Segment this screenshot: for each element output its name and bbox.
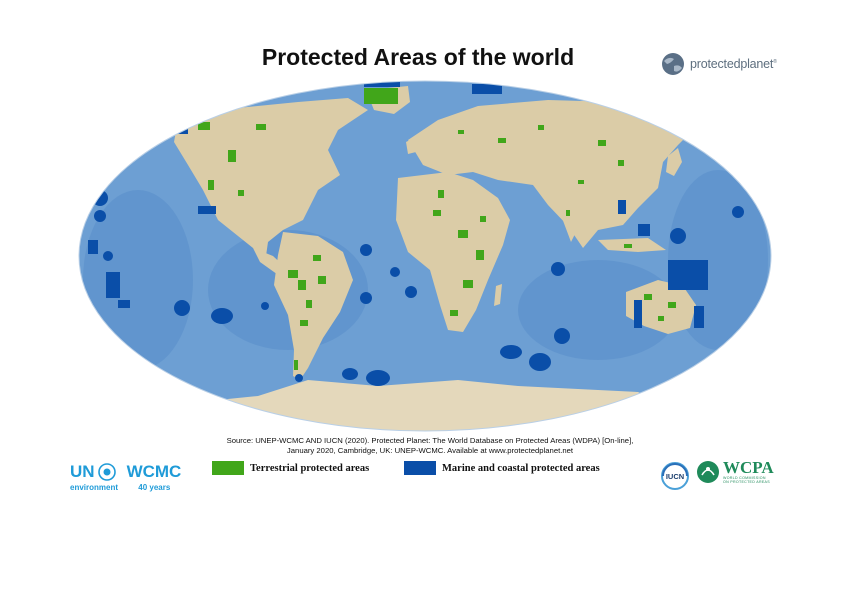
india [558,190,583,242]
un-emblem-icon [97,463,116,481]
iucn-circle-icon: IUCN [661,462,689,490]
wcpa-sub-line-2: ON PROTECTED AREAS [723,480,770,484]
iucn-logo: IUCN [660,461,690,496]
africa [396,172,510,332]
source-citation: Source: UNEP-WCMC AND IUCN (2020). Prote… [160,436,700,456]
map-title: Protected Areas of the world [261,44,575,70]
wcpa-emblem-icon [697,460,719,483]
terrestrial-swatch [212,461,244,475]
source-line-2: January 2020, Cambridge, UK: UNEP-WCMC. … [286,446,574,455]
madagascar [494,284,502,306]
protectedplanet-logo: protectedplanet® [660,52,777,76]
protectedplanet-wordmark: protectedplanet® [690,57,777,71]
wcpa-label: WCPA [723,458,774,477]
world-map [78,80,772,432]
un-label: UN [70,462,95,481]
un-environment-wcmc-logo: UN WCMC environment 40 years [70,462,182,493]
source-line-1: Source: UNEP-WCMC AND IUCN (2020). Prote… [226,436,634,445]
australia [626,280,696,334]
wcpa-sub-line-1: WORLD COMMISSION [723,476,766,480]
marine-swatch [404,461,436,475]
terrestrial-protected-areas [198,88,676,370]
south-america [274,232,353,380]
north-america [174,98,368,256]
globe-icon [662,53,684,75]
iucn-label: IUCN [666,472,684,481]
environment-label: environment [70,483,119,492]
forty-years-label: 40 years [138,483,171,492]
wcmc-label: WCMC [126,462,182,481]
legend-marine: Marine and coastal protected areas [404,461,600,475]
terrestrial-label: Terrestrial protected areas [250,462,370,474]
marine-label: Marine and coastal protected areas [442,462,600,474]
wcpa-logo: WCPA WORLD COMMISSION ON PROTECTED AREAS [696,459,774,484]
legend-terrestrial: Terrestrial protected areas [212,461,369,475]
